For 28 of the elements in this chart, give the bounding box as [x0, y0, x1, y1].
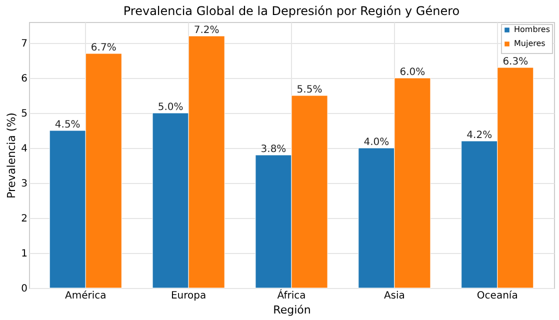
legend-label: Hombres: [514, 25, 550, 34]
x-tick-label: América: [64, 290, 106, 302]
data-label: 5.5%: [296, 84, 322, 96]
data-label: 3.8%: [260, 144, 286, 155]
y-tick-label: 3: [21, 178, 28, 190]
data-label: 4.2%: [466, 130, 492, 141]
y-tick-label: 0: [21, 284, 28, 294]
x-tick-label: Asia: [384, 290, 405, 302]
y-tick-label: 1: [21, 248, 28, 260]
y-tick-label: 4: [21, 144, 28, 154]
data-label: 7.2%: [194, 25, 220, 36]
y-tick-label: 2: [21, 214, 28, 224]
y-tick-label: 7: [21, 38, 28, 50]
y-tick-label: 6: [21, 74, 28, 84]
x-axis-title: Región: [273, 304, 311, 316]
data-label: 6.7%: [90, 42, 116, 54]
data-label: 6.3%: [502, 56, 528, 68]
x-tick-label: Europa: [170, 290, 206, 302]
data-label: 6.0%: [400, 67, 426, 78]
legend-label: Mujeres: [514, 39, 546, 48]
data-label: 5.0%: [158, 102, 184, 113]
data-label: 4.0%: [364, 137, 390, 148]
y-axis-title: Prevalencia (%): [5, 112, 18, 198]
y-tick-label: 5: [21, 108, 28, 120]
x-tick-label: Oceanía: [476, 290, 518, 302]
chart-title: Prevalencia Global de la Depresión por Región y Género: [123, 4, 460, 18]
data-label: 4.5%: [54, 120, 80, 130]
x-tick-label: África: [277, 288, 306, 302]
